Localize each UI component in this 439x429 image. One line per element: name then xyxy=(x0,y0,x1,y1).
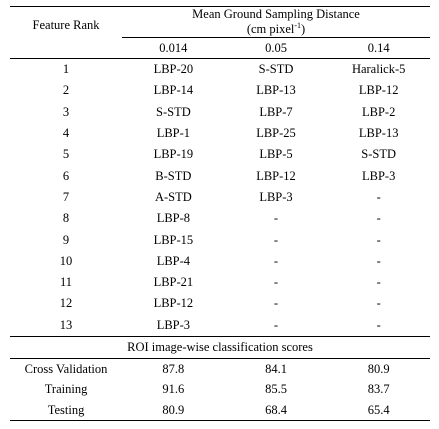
feature-cell: - xyxy=(376,296,381,311)
table-row: 4 LBP-1 LBP-25 LBP-13 xyxy=(10,123,430,144)
feature-cell: LBP-7 xyxy=(259,104,293,119)
score-cell: 87.8 xyxy=(162,361,185,376)
rank-cell: 5 xyxy=(62,147,70,162)
feature-cell: LBP-12 xyxy=(358,83,399,98)
feature-cell: LBP-12 xyxy=(153,296,194,311)
rank-cell: 3 xyxy=(62,104,70,119)
table-row: 6 B-STD LBP-12 LBP-3 xyxy=(10,165,430,186)
feature-cell: - xyxy=(376,232,381,247)
score-cell: 68.4 xyxy=(224,399,328,422)
feature-cell: - xyxy=(327,314,430,337)
rank-cell: 6 xyxy=(62,168,70,183)
group-unit-prefix: (cm pixel xyxy=(246,22,295,36)
rank-header-cell: Feature Rank xyxy=(10,18,123,59)
group-unit: (cm pixel-1) xyxy=(122,20,430,37)
feature-cell: LBP-15 xyxy=(153,232,194,247)
table-row: 1 LBP-20 S-STD Haralick-5 xyxy=(10,59,430,81)
feature-cell: - xyxy=(273,275,279,290)
table-row: 9 LBP-15 - - xyxy=(10,229,430,250)
feature-cell: LBP-20 xyxy=(153,62,194,77)
feature-rank-table: Mean Ground Sampling Distance (cm pixel-… xyxy=(10,6,430,422)
header-blank-cell xyxy=(10,6,123,38)
score-cell: 65.4 xyxy=(327,399,430,422)
feature-cell: LBP-13 xyxy=(358,126,399,141)
feature-cell: - xyxy=(376,189,381,204)
table-row: 10 LBP-4 - - xyxy=(10,251,430,272)
feature-cell: LBP-2 xyxy=(361,104,396,119)
feature-cell: LBP-21 xyxy=(153,275,194,290)
feature-cell: - xyxy=(376,211,381,226)
feature-cell: LBP-19 xyxy=(153,147,194,162)
header-row-columns: Feature Rank 0.014 0.05 0.14 xyxy=(10,18,430,59)
feature-cell: A-STD xyxy=(154,189,192,204)
score-cell: 80.9 xyxy=(122,399,225,422)
rank-cell: 1 xyxy=(62,62,70,77)
feature-cell: LBP-4 xyxy=(156,253,191,268)
feature-cell: S-STD xyxy=(361,147,397,162)
score-cell: 85.5 xyxy=(265,382,287,397)
rank-cell: 13 xyxy=(10,314,123,337)
feature-cell: - xyxy=(376,275,381,290)
table-row: 8 LBP-8 - - xyxy=(10,208,430,229)
table-row: 2 LBP-14 LBP-13 LBP-12 xyxy=(10,80,430,101)
feature-cell: LBP-25 xyxy=(256,126,296,141)
feature-cell: LBP-12 xyxy=(256,168,296,183)
column-header-1: 0.05 xyxy=(224,37,328,59)
score-label: Training xyxy=(44,382,88,397)
feature-cell: S-STD xyxy=(156,104,191,119)
section-title: ROI image-wise classification scores xyxy=(10,336,430,359)
feature-cell: - xyxy=(376,253,381,268)
rank-cell: 12 xyxy=(59,296,73,311)
score-cell: 80.9 xyxy=(367,361,390,376)
table-row: 3 S-STD LBP-7 LBP-2 xyxy=(10,102,430,123)
table-row: 12 LBP-12 - - xyxy=(10,293,430,314)
feature-cell: LBP-5 xyxy=(259,147,293,162)
group-title: Mean Ground Sampling Distance xyxy=(192,7,360,21)
feature-rank-label: Feature Rank xyxy=(32,17,100,32)
group-unit-superscript: -1 xyxy=(294,20,302,30)
feature-cell: LBP-8 xyxy=(156,211,191,226)
group-header: Mean Ground Sampling Distance (cm pixel-… xyxy=(122,6,430,38)
feature-cell: LBP-3 xyxy=(361,168,396,183)
feature-cell: S-STD xyxy=(258,62,294,77)
rank-cell: 2 xyxy=(62,83,70,98)
table-row: 13 LBP-3- - xyxy=(10,314,430,337)
column-header-2: 0.14 xyxy=(327,37,430,59)
rank-cell: 10 xyxy=(59,253,73,268)
score-row: Testing 80.9 68.4 65.4 xyxy=(10,399,430,422)
feature-cell: - xyxy=(273,211,279,226)
header-row-group: Mean Ground Sampling Distance (cm pixel-… xyxy=(10,6,430,38)
rank-cell: 9 xyxy=(62,232,70,247)
rank-cell: 8 xyxy=(62,211,70,226)
rank-cell: 7 xyxy=(62,189,70,204)
table-row: 7 A-STD LBP-3 - xyxy=(10,187,430,208)
score-label: Cross Validation xyxy=(24,361,108,376)
feature-cell: B-STD xyxy=(155,168,192,183)
feature-cell: LBP-3 xyxy=(259,189,293,204)
feature-cell: Haralick-5 xyxy=(351,62,406,77)
feature-cell: - xyxy=(224,314,328,337)
rank-cell: 4 xyxy=(62,126,70,141)
feature-cell: - xyxy=(273,253,279,268)
score-cell: 91.6 xyxy=(162,382,185,397)
column-header-0: 0.014 xyxy=(122,37,225,59)
feature-cell: - xyxy=(273,296,279,311)
feature-cell: LBP-1 xyxy=(156,126,191,141)
table-row: 11 LBP-21 - - xyxy=(10,272,430,293)
score-cell: 84.1 xyxy=(265,361,287,376)
group-unit-suffix: ) xyxy=(301,22,306,36)
score-label: Testing xyxy=(10,399,123,422)
feature-cell: LBP-14 xyxy=(153,83,194,98)
table-row: 5 LBP-19 LBP-5 S-STD xyxy=(10,144,430,165)
score-row: Cross Validation 87.8 84.1 80.9 xyxy=(10,358,430,379)
score-cell: 83.7 xyxy=(367,382,390,397)
feature-cell: LBP-3 xyxy=(122,314,225,337)
section-row: ROI image-wise classification scores xyxy=(10,336,430,359)
rank-cell: 11 xyxy=(60,275,73,290)
feature-cell: LBP-13 xyxy=(256,83,296,98)
feature-cell: - xyxy=(273,232,279,247)
score-row: Training 91.6 85.5 83.7 xyxy=(10,379,430,400)
